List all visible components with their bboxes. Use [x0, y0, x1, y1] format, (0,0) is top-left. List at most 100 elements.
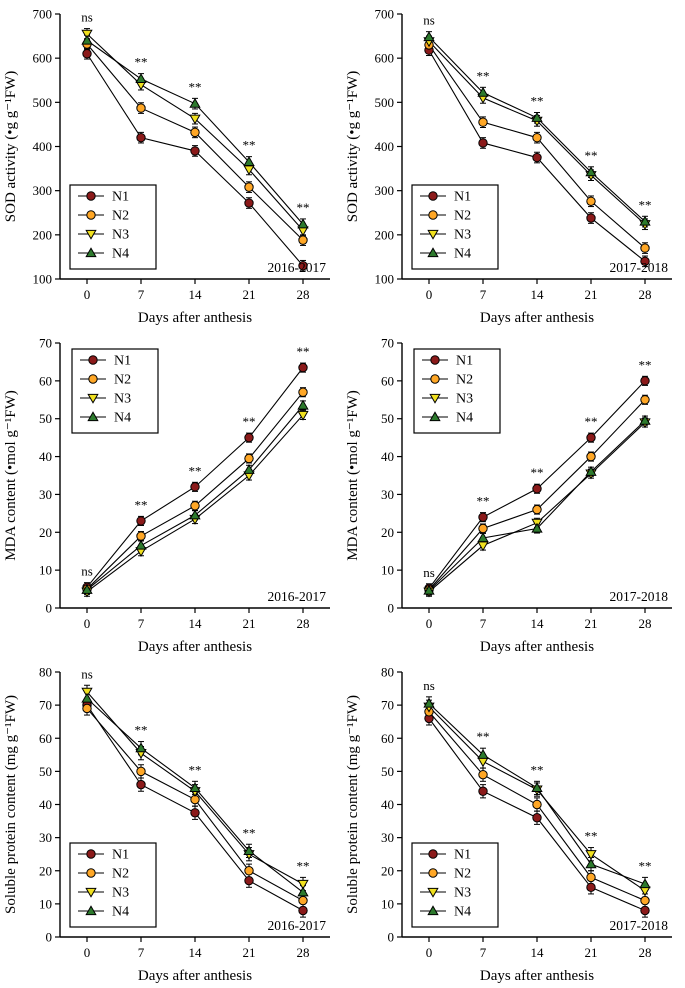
svg-text:7: 7	[480, 287, 487, 302]
svg-text:100: 100	[33, 272, 53, 287]
svg-text:ns: ns	[423, 13, 435, 28]
svg-text:N1: N1	[114, 354, 131, 369]
svg-text:7: 7	[138, 616, 145, 631]
svg-text:ns: ns	[81, 666, 93, 681]
svg-text:30: 30	[381, 487, 394, 502]
svg-text:21: 21	[243, 945, 256, 960]
svg-text:Days after anthesis: Days after anthesis	[138, 310, 252, 326]
svg-text:SOD activity (•g g⁻¹FW): SOD activity (•g g⁻¹FW)	[3, 71, 19, 222]
svg-text:**: **	[531, 762, 544, 777]
svg-text:N1: N1	[456, 354, 473, 369]
svg-text:**: **	[243, 825, 256, 840]
svg-text:**: **	[639, 197, 652, 212]
svg-text:500: 500	[375, 95, 395, 110]
svg-text:N3: N3	[454, 886, 471, 901]
svg-text:60: 60	[381, 373, 394, 388]
svg-text:Soluble protein content (mg g⁻: Soluble protein content (mg g⁻¹FW)	[345, 695, 361, 914]
svg-text:**: **	[639, 858, 652, 873]
chart-svg: 0 10 20 30 40 50 60 70 0 7 14 21 28 Days after anthes…	[345, 336, 672, 655]
svg-text:0: 0	[46, 930, 53, 945]
svg-text:30: 30	[381, 830, 394, 845]
svg-text:60: 60	[39, 373, 52, 388]
svg-text:N2: N2	[454, 209, 471, 224]
svg-text:40: 40	[39, 797, 52, 812]
svg-text:N4: N4	[456, 411, 473, 426]
svg-text:**: **	[585, 148, 598, 163]
svg-text:ns: ns	[81, 564, 93, 579]
svg-text:28: 28	[639, 287, 652, 302]
svg-text:2016-2017: 2016-2017	[268, 918, 327, 933]
svg-text:N3: N3	[114, 392, 131, 407]
svg-text:Days after anthesis: Days after anthesis	[480, 968, 594, 984]
svg-text:0: 0	[84, 945, 91, 960]
svg-text:21: 21	[585, 287, 598, 302]
svg-text:400: 400	[33, 139, 53, 154]
svg-text:20: 20	[381, 525, 394, 540]
svg-text:N2: N2	[456, 373, 473, 388]
svg-text:10: 10	[381, 896, 394, 911]
svg-text:60: 60	[381, 731, 394, 746]
svg-text:Days after anthesis: Days after anthesis	[138, 639, 252, 655]
svg-text:**: **	[297, 858, 310, 873]
svg-text:MDA content (•mol g⁻¹FW): MDA content (•mol g⁻¹FW)	[345, 390, 361, 561]
svg-text:N4: N4	[112, 905, 129, 920]
svg-text:700: 700	[33, 7, 53, 22]
svg-text:0: 0	[426, 287, 433, 302]
chart-mda-2017-2018: 0 10 20 30 40 50 60 70 0 7 14 21 28 Days after anthes…	[342, 329, 685, 658]
svg-text:N2: N2	[112, 209, 129, 224]
svg-text:**: **	[243, 138, 256, 153]
svg-text:N1: N1	[454, 190, 471, 205]
svg-text:**: **	[135, 55, 148, 70]
svg-text:30: 30	[39, 487, 52, 502]
svg-text:100: 100	[375, 272, 395, 287]
svg-text:14: 14	[531, 616, 545, 631]
svg-text:MDA content (•mol g⁻¹FW): MDA content (•mol g⁻¹FW)	[3, 390, 19, 561]
svg-text:600: 600	[33, 51, 53, 66]
svg-text:10: 10	[381, 563, 394, 578]
svg-text:80: 80	[381, 665, 394, 680]
svg-text:Days after anthesis: Days after anthesis	[480, 310, 594, 326]
svg-text:14: 14	[189, 945, 203, 960]
svg-text:10: 10	[39, 896, 52, 911]
svg-text:0: 0	[84, 287, 91, 302]
svg-text:7: 7	[480, 616, 487, 631]
svg-text:Soluble protein content (mg g⁻: Soluble protein content (mg g⁻¹FW)	[3, 695, 19, 914]
svg-text:50: 50	[39, 764, 52, 779]
svg-text:0: 0	[388, 601, 395, 616]
svg-text:N1: N1	[454, 848, 471, 863]
svg-text:N4: N4	[112, 247, 129, 262]
svg-text:20: 20	[381, 863, 394, 878]
svg-text:0: 0	[426, 945, 433, 960]
svg-text:**: **	[639, 357, 652, 372]
svg-text:N3: N3	[112, 886, 129, 901]
svg-text:70: 70	[39, 698, 52, 713]
svg-text:70: 70	[381, 698, 394, 713]
svg-text:0: 0	[46, 601, 53, 616]
svg-text:20: 20	[39, 863, 52, 878]
chart-mda-2016-2017: 0 10 20 30 40 50 60 70 0 7 14 21 28 Days after anthes…	[0, 329, 342, 658]
svg-text:N2: N2	[114, 373, 131, 388]
svg-text:**: **	[297, 344, 310, 359]
chart-sod-2017-2018: 100 200 300 400 500 600 700 0 7 14 21 28 Days after …	[342, 0, 685, 329]
svg-text:N1: N1	[112, 190, 129, 205]
svg-text:N4: N4	[454, 247, 471, 262]
svg-text:2016-2017: 2016-2017	[268, 260, 327, 275]
svg-text:0: 0	[388, 930, 395, 945]
svg-text:**: **	[477, 494, 490, 509]
svg-text:N3: N3	[112, 228, 129, 243]
svg-text:ns: ns	[81, 10, 93, 25]
svg-text:80: 80	[39, 665, 52, 680]
svg-text:2017-2018: 2017-2018	[610, 260, 669, 275]
svg-text:21: 21	[243, 616, 256, 631]
svg-text:200: 200	[375, 227, 395, 242]
svg-text:**: **	[531, 465, 544, 480]
chart-svg: 100 200 300 400 500 600 700 0 7 14 21 28 Days after …	[345, 7, 672, 326]
svg-text:300: 300	[375, 183, 395, 198]
svg-text:500: 500	[33, 95, 53, 110]
svg-text:**: **	[135, 723, 148, 738]
svg-text:**: **	[585, 829, 598, 844]
svg-text:7: 7	[138, 945, 145, 960]
svg-text:40: 40	[39, 449, 52, 464]
svg-text:0: 0	[84, 616, 91, 631]
chart-svg: 0 10 20 30 40 50 60 70 80 0 7 14 21 28 Days after anth…	[3, 665, 330, 984]
